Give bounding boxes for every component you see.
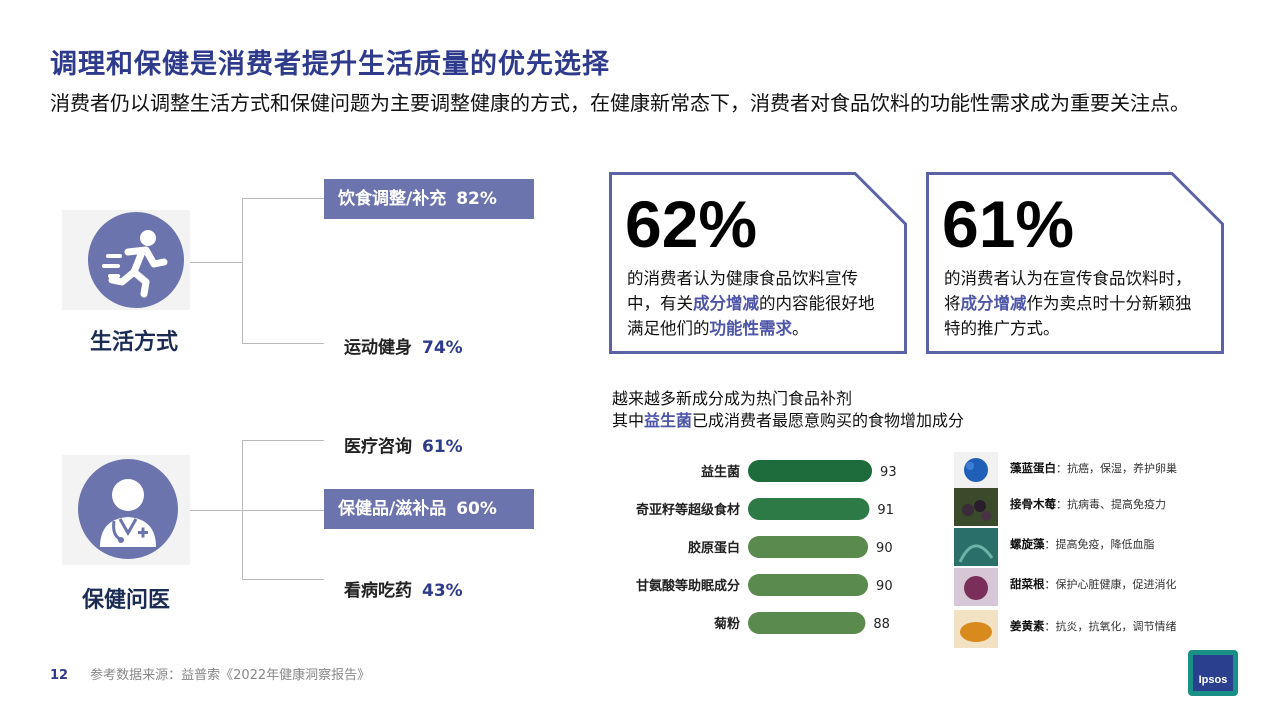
ingredient-row: 甜菜根：保护心脏健康，促进消化 bbox=[954, 568, 1254, 606]
tree-connector bbox=[242, 198, 243, 344]
healthcare-icon-panel bbox=[62, 455, 190, 565]
stat-box-frame bbox=[609, 172, 907, 354]
item-percent: 82% bbox=[456, 189, 497, 209]
bar-category-label: 菊粉 bbox=[714, 616, 740, 632]
bar-value-label: 90 bbox=[876, 541, 893, 556]
ingredient-row: 藻蓝蛋白：抗癌，保湿，养护卵巢 bbox=[954, 452, 1254, 490]
healthcare-item-consult: 医疗咨询 61% bbox=[344, 432, 463, 457]
ingredient-bar-chart: 益生菌 93 奇亚籽等超级食材 91 胶原蛋白 90 甘氨酸等助眠成分 90 菊粉 88 bbox=[636, 460, 897, 634]
stat-box-61: 61% 的消费者认为在宣传食品饮料时，将成分增减作为卖点时十分新颖独特的推广方式… bbox=[926, 172, 1224, 354]
bar-category-label: 奇亚籽等超级食材 bbox=[636, 502, 740, 518]
ipsos-logo: Ipsos bbox=[1188, 650, 1238, 696]
footer: 12 参考数据来源：益普索《2022年健康洞察报告》 bbox=[50, 664, 370, 683]
ingredient-text: 螺旋藻：提高免疫，降低血脂 bbox=[1010, 537, 1155, 551]
bar-value-label: 91 bbox=[877, 503, 894, 518]
bar-category-label: 胶原蛋白 bbox=[688, 540, 740, 556]
bar-value-label: 88 bbox=[873, 617, 890, 632]
bar-category-label: 益生菌 bbox=[701, 464, 740, 480]
ingredient-row: 螺旋藻：提高免疫，降低血脂 bbox=[954, 528, 1254, 566]
item-percent: 74% bbox=[422, 338, 463, 358]
ingredient-thumbnail bbox=[954, 568, 998, 606]
stat-value: 61% bbox=[942, 187, 1075, 261]
stat-box-frame bbox=[926, 172, 1224, 354]
item-percent: 43% bbox=[422, 581, 463, 601]
item-label: 医疗咨询 bbox=[344, 437, 412, 457]
stat-description: 的消费者认为在宣传食品饮料时，将成分增减作为卖点时十分新颖独特的推广方式。 bbox=[944, 269, 1192, 338]
chart-caption: 越来越多新成分成为热门食品补剂 其中益生菌已成消费者最愿意购买的食物增加成分 bbox=[612, 389, 965, 430]
stat-value: 62% bbox=[625, 187, 758, 261]
ingredient-thumbnail bbox=[954, 488, 998, 526]
doctor-icon bbox=[78, 459, 178, 559]
bar bbox=[748, 460, 873, 482]
lifestyle-item-exercise: 运动健身 74% bbox=[344, 333, 463, 358]
bar bbox=[748, 612, 866, 634]
category-label-healthcare: 保健问医 bbox=[82, 588, 171, 613]
item-label: 饮食调整/补充 bbox=[338, 189, 447, 209]
stat-description: 的消费者认为健康食品饮料宣传中，有关成分增减的内容能很好地满足他们的功能性需求。 bbox=[627, 269, 875, 338]
tree-connector bbox=[242, 440, 324, 441]
item-percent: 61% bbox=[422, 437, 463, 457]
running-person-icon bbox=[88, 212, 184, 308]
bar-value-label: 90 bbox=[876, 579, 893, 594]
bar bbox=[748, 536, 869, 558]
bar-category-label: 甘氨酸等助眠成分 bbox=[636, 578, 740, 594]
tree-connector bbox=[242, 343, 324, 344]
healthcare-item-supplements: 保健品/滋补品 60% bbox=[324, 489, 534, 529]
item-label: 看病吃药 bbox=[344, 581, 412, 601]
ingredient-text: 藻蓝蛋白：抗癌，保湿，养护卵巢 bbox=[1010, 461, 1177, 475]
bar-value-label: 93 bbox=[880, 465, 897, 480]
tree-connector bbox=[242, 198, 324, 199]
ingredient-text: 甜菜根：保护心脏健康，促进消化 bbox=[1010, 577, 1177, 591]
page-number: 12 bbox=[50, 668, 69, 683]
bar bbox=[748, 498, 870, 520]
healthcare-item-medicine: 看病吃药 43% bbox=[344, 576, 463, 601]
ingredient-text: 接骨木莓：抗病毒、提高免疫力 bbox=[1010, 497, 1166, 511]
tree-connector bbox=[242, 579, 324, 580]
tree-connector bbox=[242, 510, 324, 511]
item-label: 运动健身 bbox=[344, 338, 412, 358]
bar bbox=[748, 574, 869, 596]
page-subtitle: 消费者仍以调整生活方式和保健问题为主要调整健康的方式，在健康新常态下，消费者对食… bbox=[50, 91, 1190, 115]
ingredient-row: 姜黄素：抗炎，抗氧化，调节情绪 bbox=[954, 610, 1254, 648]
source-note: 参考数据来源：益普索《2022年健康洞察报告》 bbox=[90, 668, 371, 683]
item-percent: 60% bbox=[456, 499, 497, 519]
tree-connector bbox=[190, 510, 242, 511]
lifestyle-item-diet: 饮食调整/补充 82% bbox=[324, 179, 534, 219]
ingredient-row: 接骨木莓：抗病毒、提高免疫力 bbox=[954, 488, 1254, 526]
tree-connector bbox=[190, 262, 242, 263]
category-label-lifestyle: 生活方式 bbox=[90, 330, 179, 355]
item-label: 保健品/滋补品 bbox=[338, 499, 447, 519]
lifestyle-icon-panel bbox=[62, 210, 190, 310]
ingredient-thumbnail bbox=[954, 528, 998, 566]
ingredient-text: 姜黄素：抗炎，抗氧化，调节情绪 bbox=[1010, 619, 1177, 633]
ingredient-thumbnail bbox=[954, 610, 998, 648]
page-title: 调理和保健是消费者提升生活质量的优先选择 bbox=[50, 49, 610, 80]
stat-box-62: 62% 的消费者认为健康食品饮料宣传中，有关成分增减的内容能很好地满足他们的功能… bbox=[609, 172, 907, 354]
ingredient-thumbnail bbox=[954, 452, 998, 490]
